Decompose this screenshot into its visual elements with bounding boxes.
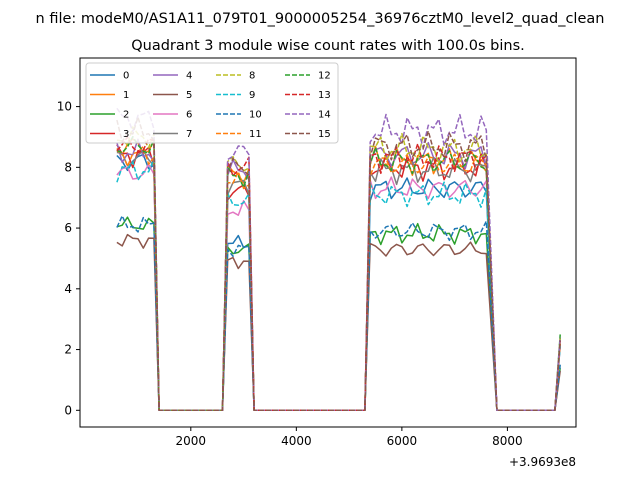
- legend-label-9: 9: [249, 90, 255, 101]
- legend-label-5: 5: [186, 90, 192, 101]
- x-offset-label: +3.9693e8: [509, 455, 576, 469]
- y-tick-label: 2: [64, 343, 72, 357]
- plot-frame: [79, 57, 577, 428]
- series-line-14: [116, 107, 561, 412]
- y-tick-label: 10: [57, 100, 72, 114]
- series-line-5: [116, 233, 561, 412]
- legend-label-13: 13: [318, 90, 331, 101]
- series-layer: [116, 107, 561, 412]
- figure-title: n file: modeM0/AS1A11_079T01_9000005254_…: [36, 11, 605, 27]
- legend-label-6: 6: [186, 110, 192, 121]
- ticks-layer: 2000 4000 6000 8000 0 2 4 6 8 10: [57, 100, 523, 448]
- x-tick-label: 4000: [281, 434, 312, 448]
- legend-box: [85, 62, 339, 144]
- legend-label-14: 14: [318, 110, 331, 121]
- legend-label-1: 1: [123, 90, 129, 101]
- chart-title: Quadrant 3 module wise count rates with …: [131, 38, 525, 54]
- legend-label-4: 4: [186, 71, 192, 82]
- legend-label-7: 7: [186, 129, 192, 140]
- legend-label-15: 15: [318, 129, 331, 140]
- x-tick-label: 6000: [387, 434, 418, 448]
- legend-label-10: 10: [249, 110, 262, 121]
- series-line-10: [116, 215, 561, 412]
- y-tick-label: 6: [64, 221, 72, 235]
- legend-label-0: 0: [123, 71, 129, 82]
- x-tick-label: 8000: [492, 434, 523, 448]
- y-tick-label: 4: [64, 282, 72, 296]
- y-tick-label: 8: [64, 160, 72, 174]
- x-tick-label: 2000: [176, 434, 207, 448]
- legend-label-2: 2: [123, 110, 129, 121]
- legend-label-12: 12: [318, 71, 331, 82]
- legend-label-11: 11: [249, 129, 262, 140]
- legend-label-8: 8: [249, 71, 255, 82]
- legend-label-3: 3: [123, 129, 129, 140]
- y-tick-label: 0: [64, 403, 72, 417]
